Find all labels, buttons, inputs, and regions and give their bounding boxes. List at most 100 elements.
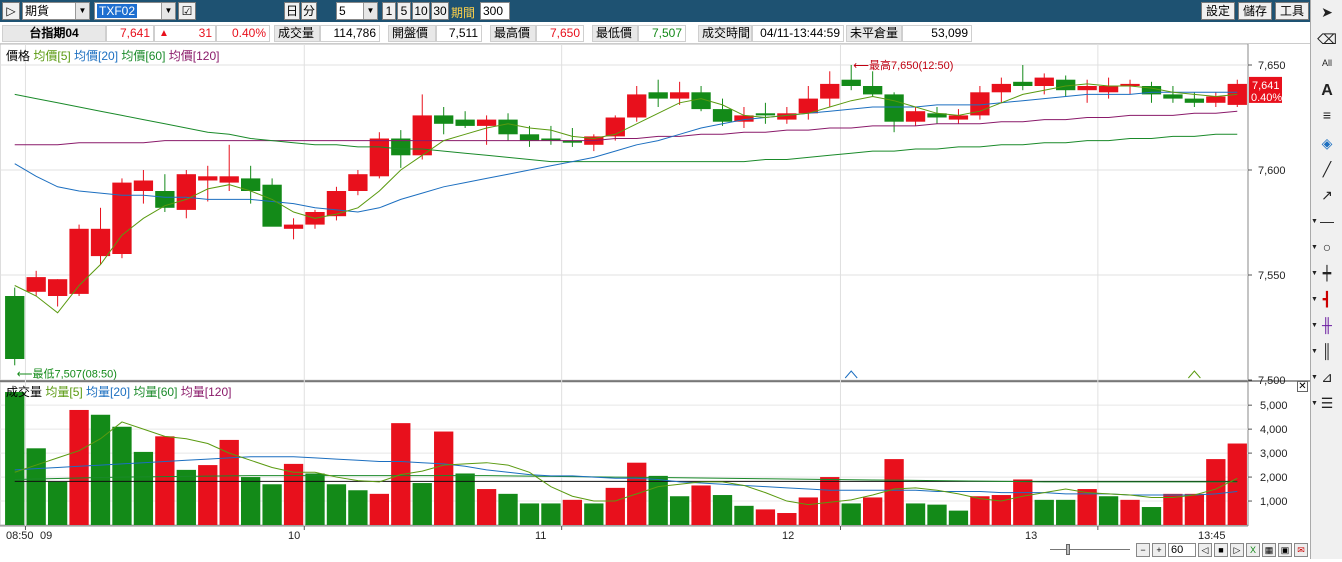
chevron-down-icon[interactable]: ▼ xyxy=(1311,244,1318,251)
fan-tool-icon[interactable]: ⊿ xyxy=(1321,369,1333,385)
scroll-left-icon[interactable]: ◁ xyxy=(1198,543,1212,557)
zoom-slider-handle[interactable] xyxy=(1066,544,1070,555)
candle-body xyxy=(562,140,583,143)
volume-bar xyxy=(369,493,389,525)
chevron-down-icon[interactable]: ▼ xyxy=(1311,270,1318,277)
candle-body xyxy=(283,224,304,229)
chevron-down-icon[interactable]: ▼ xyxy=(1311,348,1318,355)
menu-lines-icon[interactable]: ≡ xyxy=(1322,107,1332,123)
chevron-down-icon[interactable]: ▼ xyxy=(1311,322,1318,329)
print-icon[interactable]: ▦ xyxy=(1262,543,1276,557)
volume-bar xyxy=(648,475,668,525)
legend-vol-ma5: 均量[5] xyxy=(45,385,83,399)
chart-canvas[interactable]: 7,650 7,600 7,550 7,500 5,000 4,000 3,000 2,000… xyxy=(0,43,1310,559)
interval-1-button[interactable]: 1 xyxy=(382,2,396,20)
tools-button[interactable]: 工具 xyxy=(1275,2,1309,20)
arrow-tool-icon[interactable]: ↗ xyxy=(1321,187,1333,203)
last-price-tag-percent: 0.40% xyxy=(1251,92,1282,104)
period-minute-button[interactable]: 分 xyxy=(301,2,317,20)
volume-bar xyxy=(691,485,711,525)
disk-icon[interactable]: ▣ xyxy=(1278,543,1292,557)
drawing-tools-sidebar: ➤ ⌫ All A ≡ ◈ ╱ ↗ — ▼ ○ ▼ ┿ ▼ ┫ ▼ ╫ ▼ ║ … xyxy=(1310,0,1342,559)
zoom-slider-track[interactable] xyxy=(1050,549,1130,550)
cursor-icon[interactable]: ➤ xyxy=(1321,4,1333,20)
zoom-out-icon[interactable]: − xyxy=(1136,543,1150,557)
time-tick-label: 13:45 xyxy=(1198,530,1226,542)
chevron-down-icon: ▼ xyxy=(161,3,175,19)
volume-bar xyxy=(90,414,111,525)
candle-body xyxy=(176,174,196,210)
time-tick-label: 11 xyxy=(535,530,546,542)
circle-tool-icon[interactable]: ○ xyxy=(1322,239,1332,255)
candle-body xyxy=(669,92,690,99)
play-icon[interactable]: ▷ xyxy=(2,2,20,20)
legend-ma60: 均價[60] xyxy=(121,49,166,63)
chevron-down-icon[interactable]: ▼ xyxy=(1311,374,1318,381)
chevron-down-icon: ▼ xyxy=(363,3,377,19)
vertical-line-icon[interactable]: ┿ xyxy=(1322,265,1332,281)
market-type-select[interactable]: 期貨 ▼ xyxy=(22,2,90,20)
volume-tick-label: 1,000 xyxy=(1260,496,1288,508)
quote-info-bar: 台指期04 7,641 ▲ 31 0.40% 成交量 114,786 開盤價 7… xyxy=(0,22,1342,44)
symbol-select[interactable]: TXF02 ▼ xyxy=(94,2,176,20)
time-tick-label: 09 xyxy=(40,530,52,542)
line-tool-icon[interactable]: ╱ xyxy=(1322,161,1332,177)
chevron-down-icon: ▼ xyxy=(75,3,89,19)
chart-area[interactable]: 7,650 7,600 7,550 7,500 5,000 4,000 3,000 2,000… xyxy=(0,43,1310,559)
checkbox-toggle[interactable]: ☑ xyxy=(178,2,196,20)
text-tool-icon[interactable]: A xyxy=(1321,82,1333,99)
volume-bar xyxy=(326,484,347,525)
open-label: 開盤價 xyxy=(388,25,436,42)
chevron-down-icon[interactable]: ▼ xyxy=(1311,218,1318,225)
volume-bar xyxy=(476,489,497,525)
bar-marker-icon[interactable]: ┫ xyxy=(1322,291,1332,307)
volume-bar xyxy=(884,459,904,525)
period-day-button[interactable]: 日 xyxy=(284,2,300,20)
legend-vol-ma20: 均量[20] xyxy=(86,385,131,399)
interval-10-button[interactable]: 10 xyxy=(412,2,430,20)
candle-body xyxy=(1056,79,1076,91)
high-annotation: ⟵最高7,650(12:50) xyxy=(853,58,953,72)
interval-select[interactable]: 5 ▼ xyxy=(336,2,378,20)
zoom-strip: − + 60 ◁ ■ ▷ X ▦ ▣ ✉ xyxy=(1046,541,1310,559)
open-value: 7,511 xyxy=(436,25,482,42)
scroll-right-icon[interactable]: ▷ xyxy=(1230,543,1244,557)
volume-bar xyxy=(991,495,1011,525)
volume-tick-label: 2,000 xyxy=(1260,472,1288,484)
price-ma60-line xyxy=(14,93,1238,163)
save-button[interactable]: 儲存 xyxy=(1238,2,1272,20)
excel-icon[interactable]: X xyxy=(1246,543,1260,557)
tag-icon[interactable]: ◈ xyxy=(1321,135,1333,151)
volume-bar xyxy=(905,503,926,525)
eraser-all-icon[interactable]: All xyxy=(1321,58,1332,68)
candle-body xyxy=(884,94,904,122)
volume-bar xyxy=(541,503,561,525)
candle-body xyxy=(1163,94,1183,99)
candle-body xyxy=(905,111,926,122)
mail-icon[interactable]: ✉ xyxy=(1294,543,1308,557)
volume-bar xyxy=(1056,499,1076,525)
fibonacci-icon[interactable]: ☰ xyxy=(1320,395,1334,411)
horizontal-line-icon[interactable]: — xyxy=(1320,213,1334,229)
grid-tool-icon[interactable]: ╫ xyxy=(1322,317,1332,333)
zoom-value[interactable]: 60 xyxy=(1168,543,1196,557)
price-ma20-line xyxy=(14,91,1238,213)
candle-body xyxy=(47,279,68,296)
period-count-input[interactable]: 300 xyxy=(480,2,510,20)
volume-ma20-line xyxy=(14,456,1238,496)
interval-5-button[interactable]: 5 xyxy=(397,2,411,20)
close-icon[interactable]: ✕ xyxy=(1297,381,1308,392)
toolbar: ▷ 期貨 ▼ TXF02 ▼ ☑ 日 分 5 ▼ 1 5 10 30 期間 30… xyxy=(0,0,1342,22)
stop-icon[interactable]: ■ xyxy=(1214,543,1228,557)
zoom-in-icon[interactable]: + xyxy=(1152,543,1166,557)
eraser-icon[interactable]: ⌫ xyxy=(1317,31,1337,47)
chevron-down-icon[interactable]: ▼ xyxy=(1311,296,1318,303)
settings-button[interactable]: 設定 xyxy=(1201,2,1235,20)
price-tick-label: 7,500 xyxy=(1258,375,1286,387)
volume-bar xyxy=(1163,493,1183,525)
vertical-lines-icon[interactable]: ║ xyxy=(1322,343,1332,359)
interval-30-button[interactable]: 30 xyxy=(431,2,449,20)
chevron-down-icon[interactable]: ▼ xyxy=(1311,400,1318,407)
instrument-name: 台指期04 xyxy=(2,25,106,42)
candle-body xyxy=(455,119,475,126)
